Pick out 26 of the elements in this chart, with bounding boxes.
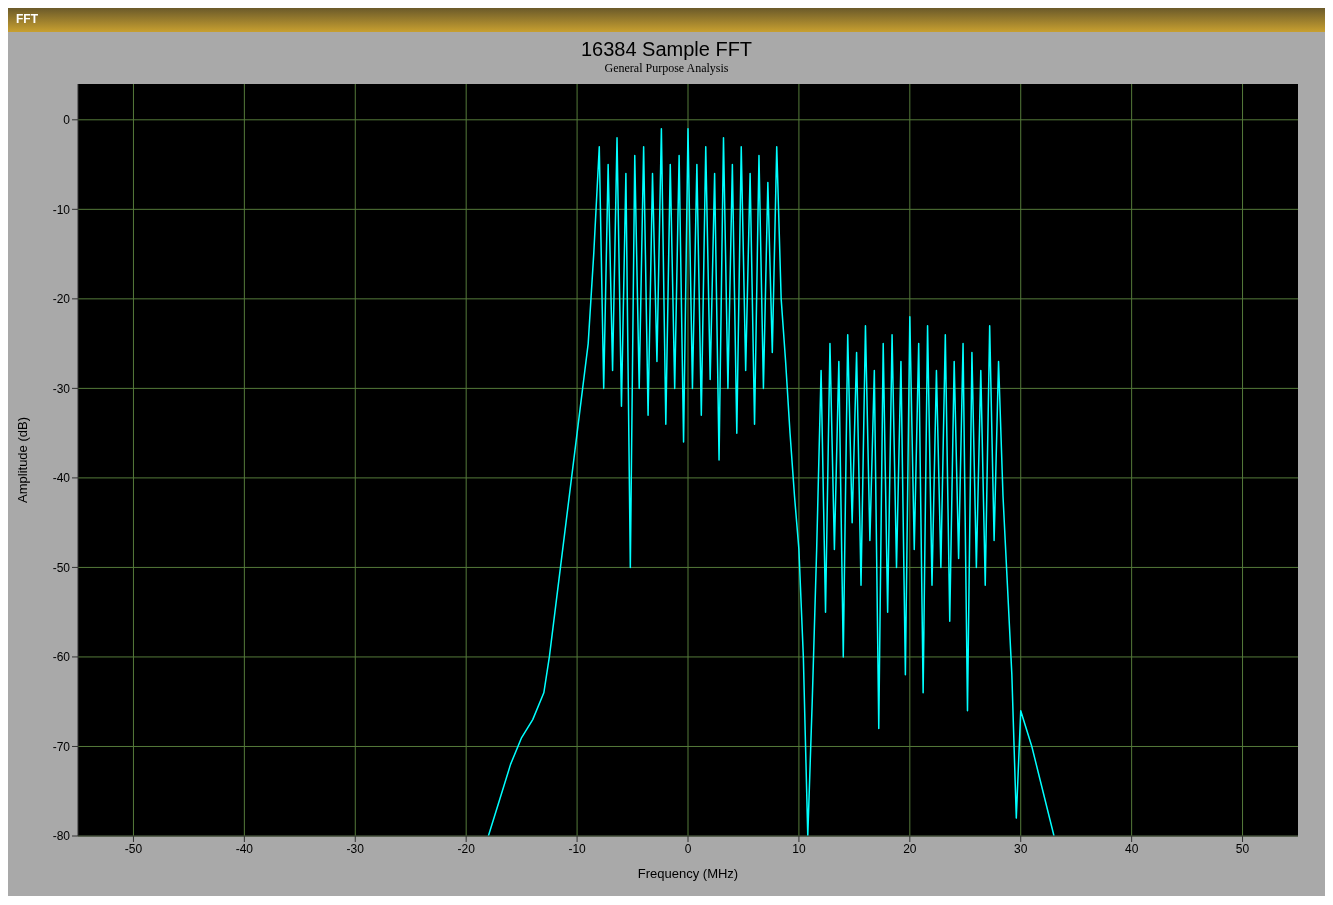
x-tick-label: -10 bbox=[568, 841, 587, 856]
y-tick-label: -30 bbox=[52, 381, 71, 396]
y-tick-label: -10 bbox=[52, 202, 71, 217]
x-tick-label: 50 bbox=[1235, 841, 1250, 856]
chart-title: 16384 Sample FFT bbox=[579, 37, 754, 61]
y-tick-label: -40 bbox=[52, 471, 71, 486]
x-tick-label: 30 bbox=[1014, 841, 1028, 856]
x-axis-title: Frequency (MHz) bbox=[637, 866, 739, 881]
x-tick-label: 10 bbox=[792, 841, 806, 856]
line-series bbox=[487, 128, 1055, 836]
x-tick-label: -30 bbox=[346, 841, 365, 856]
x-tick-label: -40 bbox=[235, 841, 254, 856]
x-tick-label: 0 bbox=[684, 841, 692, 856]
y-tick-label: -20 bbox=[52, 292, 71, 307]
text: FFT bbox=[16, 12, 38, 26]
y-tick-label: -80 bbox=[52, 829, 71, 844]
y-tick-label: -50 bbox=[52, 560, 71, 575]
y-axis-title: Amplitude (dB) bbox=[14, 417, 30, 503]
y-tick-label: 0 bbox=[63, 113, 71, 128]
y-tick-label: -60 bbox=[52, 650, 71, 665]
x-tick-label: 20 bbox=[903, 841, 917, 856]
x-tick-label: -20 bbox=[457, 841, 476, 856]
chart-subtitle: General Purpose Analysis bbox=[603, 61, 730, 76]
y-tick-label: -70 bbox=[52, 739, 71, 754]
x-tick-label: -50 bbox=[124, 841, 143, 856]
x-tick-label: 40 bbox=[1124, 841, 1139, 856]
